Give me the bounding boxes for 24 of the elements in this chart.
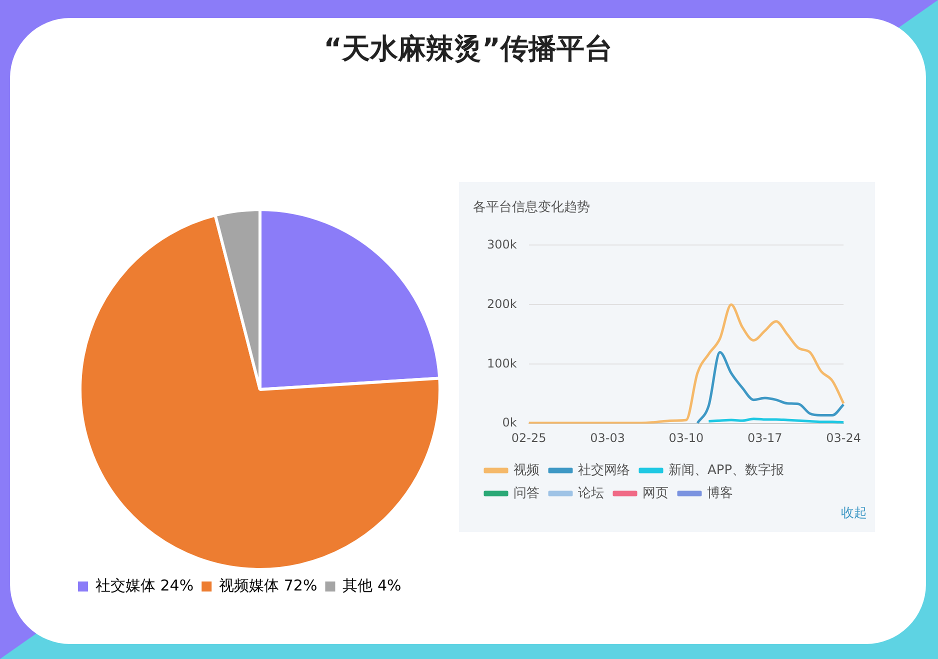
chart-title: 各平台信息变化趋势	[473, 199, 590, 216]
x-tick-label: 03-10	[668, 430, 704, 445]
y-tick-label: 100k	[486, 356, 517, 370]
legend-label: 网页	[642, 486, 668, 501]
line-series	[696, 350, 845, 424]
legend-label: 新闻、APP、数字报	[668, 462, 784, 478]
x-tick-label: 03-03	[590, 430, 625, 445]
legend-label: 社交网络	[578, 462, 630, 478]
x-tick-label: 03-17	[747, 430, 782, 445]
x-tick-label: 02-25	[511, 430, 546, 445]
y-tick-label: 200k	[486, 296, 517, 311]
legend-label: 论坛	[578, 486, 604, 501]
y-tick-label: 300k	[486, 237, 517, 252]
legend-label: 视频媒体 72%	[219, 576, 318, 594]
legend-label: 博客	[707, 484, 733, 501]
line-series	[528, 303, 845, 424]
legend-label: 其他 4%	[342, 576, 402, 594]
x-tick-label: 03-24	[826, 430, 862, 445]
legend-label: 社交媒体 24%	[96, 576, 194, 594]
legend-label: 问答	[514, 486, 540, 501]
chart-title: “天水麻辣烫”传播平台	[322, 31, 614, 67]
text: 收起	[841, 505, 867, 522]
legend-label: 视频	[514, 462, 540, 478]
y-tick-label: 0k	[502, 416, 517, 430]
